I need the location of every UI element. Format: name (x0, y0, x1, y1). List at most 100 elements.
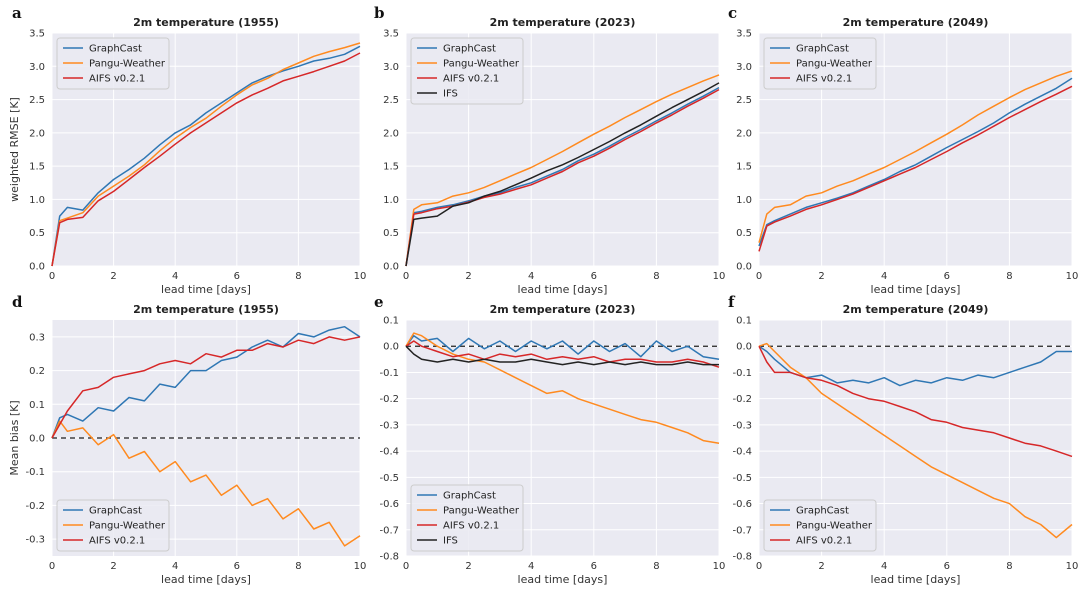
x-tick-label: 6 (591, 271, 597, 282)
x-tick-label: 10 (713, 271, 726, 282)
chart-title: 2m temperature (2023) (490, 16, 636, 29)
y-tick-label: -0.8 (732, 552, 752, 563)
y-tick-label: -0.4 (732, 447, 752, 458)
series-line-graphcast (405, 334, 720, 361)
legend-label: IFS (443, 89, 458, 100)
legend-frame (763, 37, 877, 90)
legend-frame (56, 499, 170, 552)
panel-d: 0 2 4 6 8 10 -0.3 -0.2 -0.1 0.0 0.1 0.2 0.3 2m temper… (8, 293, 366, 586)
y-tick-label: -0.1 (732, 368, 752, 379)
series-line-pangu-weather (51, 420, 361, 547)
legend-label: Pangu-Weather (89, 59, 166, 70)
legend-label: AIFS v0.2.1 (89, 74, 145, 85)
x-tick-label: 8 (1006, 561, 1012, 572)
y-tick-label: -0.7 (732, 525, 752, 536)
x-tick-label: 6 (234, 271, 240, 282)
x-tick-label: 10 (354, 271, 367, 282)
x-tick-label: 10 (1066, 271, 1079, 282)
y-tick-label: 0.0 (736, 342, 752, 353)
series-line-aifs-v0-2-1 (405, 340, 720, 368)
series-line-graphcast (405, 86, 720, 267)
x-tick-label: 0 (403, 271, 409, 282)
panel-letter: e (374, 293, 384, 311)
x-tick-label: 6 (944, 271, 950, 282)
y-tick-label: 2.0 (736, 128, 752, 139)
x-tick-label: 4 (172, 271, 178, 282)
y-tick-label: 2.0 (383, 128, 399, 139)
legend-label: GraphCast (796, 44, 849, 55)
legend-label: AIFS v0.2.1 (443, 74, 499, 85)
y-tick-label: 0.0 (383, 262, 399, 273)
x-tick-label: 6 (944, 561, 950, 572)
series-line-graphcast (51, 325, 361, 439)
panel-letter: b (374, 4, 385, 22)
series-line-aifs-v0-2-1 (405, 88, 720, 267)
series-line-aifs-v0-2-1 (51, 52, 361, 267)
x-tick-label: 8 (653, 271, 659, 282)
x-tick-label: 2 (818, 561, 824, 572)
y-tick-label: 3.5 (383, 29, 399, 40)
series-line-pangu-weather (758, 70, 1073, 243)
x-tick-label: 2 (465, 561, 471, 572)
legend-frame (763, 499, 877, 552)
y-tick-label: -0.3 (25, 535, 45, 546)
legend-label: AIFS v0.2.1 (796, 536, 852, 547)
x-tick-label: 10 (1066, 561, 1079, 572)
y-tick-label: 2.5 (29, 95, 45, 106)
y-tick-label: 0.0 (383, 342, 399, 353)
panel-f: 0 2 4 6 8 10 -0.8 -0.7 -0.6 -0.5 -0.4 -0.3 -0.2 -0.1 0… (728, 293, 1078, 586)
y-tick-label: -0.7 (379, 525, 399, 536)
legend: GraphCast Pangu-Weather AIFS v0.2.1 IFS (410, 37, 524, 105)
chart-title: 2m temperature (2049) (843, 16, 989, 29)
x-tick-label: 0 (403, 561, 409, 572)
y-tick-label: -0.4 (379, 447, 399, 458)
series-line-pangu-weather (758, 342, 1073, 539)
y-tick-label: 0.1 (29, 400, 45, 411)
x-tick-label: 4 (172, 561, 178, 572)
y-tick-label: 0.0 (29, 262, 45, 273)
y-tick-label: 0.1 (383, 316, 399, 327)
x-tick-label: 4 (528, 561, 534, 572)
y-tick-label: -0.6 (379, 499, 399, 510)
x-axis-label: lead time [days] (871, 573, 961, 586)
panel-letter: f (728, 293, 736, 311)
legend-label: IFS (443, 536, 458, 547)
panel-e: 0 2 4 6 8 10 -0.8 -0.7 -0.6 -0.5 -0.4 -0.3 -0.2 -0.1 0… (374, 293, 725, 586)
chart-title: 2m temperature (1955) (133, 303, 279, 316)
y-tick-label: -0.1 (379, 368, 399, 379)
series-line-pangu-weather (405, 332, 720, 444)
panel-b: 0 2 4 6 8 10 0.0 0.5 1.0 1.5 2.0 2.5 3.0 3.5 2m temper… (374, 4, 725, 296)
panel-letter: d (12, 293, 23, 311)
x-tick-label: 4 (528, 271, 534, 282)
x-tick-label: 8 (653, 561, 659, 572)
y-tick-label: 0.5 (736, 228, 752, 239)
y-tick-label: -0.1 (25, 467, 45, 478)
legend-label: Pangu-Weather (796, 59, 873, 70)
x-axis-label: lead time [days] (518, 283, 608, 296)
panel-a: 0 2 4 6 8 10 0.0 0.5 1.0 1.5 2.0 2.5 3.0 3.5 2m temper… (8, 4, 366, 296)
series-line-graphcast (758, 77, 1073, 247)
y-tick-label: -0.3 (732, 420, 752, 431)
legend-label: GraphCast (89, 506, 142, 517)
legend: GraphCast Pangu-Weather AIFS v0.2.1 (56, 499, 170, 552)
x-tick-label: 0 (756, 271, 762, 282)
y-tick-label: -0.3 (379, 420, 399, 431)
y-tick-label: 2.0 (29, 128, 45, 139)
legend-frame (410, 484, 524, 552)
legend-label: Pangu-Weather (443, 59, 520, 70)
y-tick-label: 3.0 (29, 62, 45, 73)
chart-title: 2m temperature (2049) (843, 303, 989, 316)
panel-c: 0 2 4 6 8 10 0.0 0.5 1.0 1.5 2.0 2.5 3.0 3.5 2m temper… (728, 4, 1078, 296)
x-tick-label: 2 (110, 561, 116, 572)
panel-letter: a (12, 4, 22, 22)
y-tick-label: -0.8 (379, 552, 399, 563)
series-line-graphcast (51, 45, 361, 267)
panel-letter: c (728, 4, 737, 22)
y-tick-label: 0.0 (29, 434, 45, 445)
legend-frame (56, 37, 170, 90)
series-line-pangu-weather (51, 42, 361, 267)
y-tick-label: 1.5 (736, 162, 752, 173)
x-tick-label: 4 (881, 271, 887, 282)
series-line-ifs (405, 82, 720, 267)
